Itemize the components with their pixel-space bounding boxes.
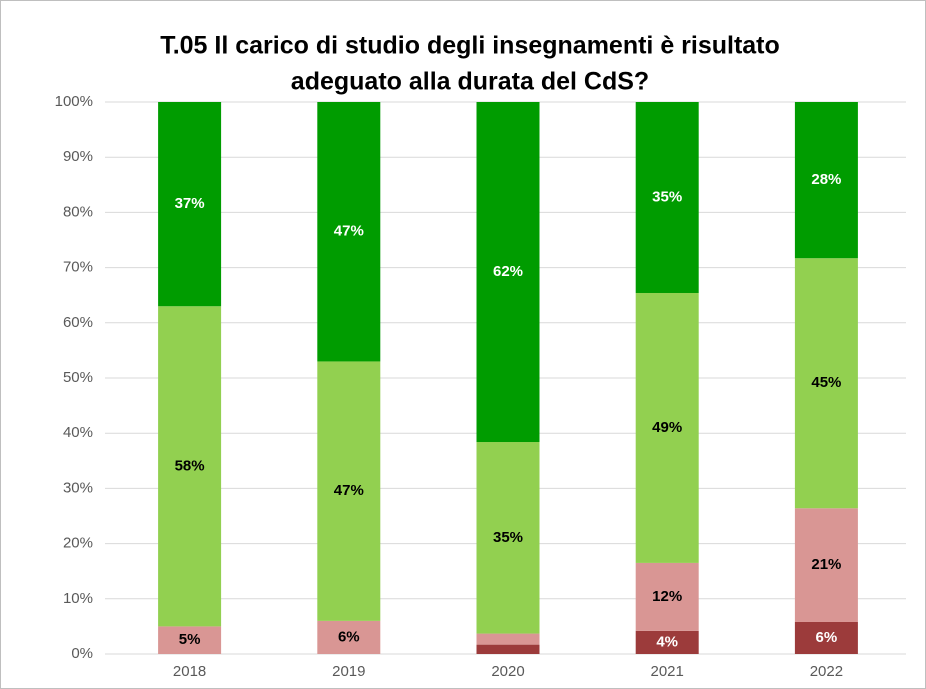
chart-title: T.05 Il carico di studio degli insegname… [160,32,780,60]
x-tick-label: 2018 [173,663,206,680]
data-label: 62% [493,263,523,280]
bar-segment [317,620,381,654]
y-tick-label: 50% [63,369,93,386]
bar-segment [476,644,540,654]
bar-segment [317,361,381,621]
y-tick-label: 10% [63,590,93,607]
bar-segment [794,508,858,622]
data-label: 5% [179,631,201,648]
bar-segment [476,442,540,634]
bar-segment [158,626,222,654]
y-tick-label: 30% [63,479,93,496]
data-label: 47% [334,223,364,240]
data-label: 35% [493,529,523,546]
y-tick-label: 100% [55,93,93,110]
data-label: 49% [652,419,682,436]
bar-segment [794,258,858,509]
bar-segment [317,102,381,362]
bar-segment [476,102,540,443]
y-tick-label: 0% [71,645,93,662]
x-tick-label: 2021 [651,663,684,680]
bar-segment [158,102,222,307]
bar-segment [794,102,858,259]
y-tick-label: 60% [63,314,93,331]
data-label: 58% [175,457,205,474]
data-label: 37% [175,195,205,212]
y-tick-label: 90% [63,148,93,165]
bar-segment [476,633,540,645]
bar-segment [635,292,699,563]
x-tick-label: 2019 [332,663,365,680]
bar-segment [635,562,699,631]
bar-segment [794,621,858,654]
data-label: 45% [811,374,841,391]
bar-segment [635,102,699,293]
bar-segment [158,306,222,627]
bar-segment [635,630,699,654]
y-tick-label: 80% [63,203,93,220]
y-tick-label: 40% [63,424,93,441]
x-tick-label: 2020 [491,663,524,680]
data-label: 21% [811,556,841,573]
data-label: 28% [811,171,841,188]
x-tick-label: 2022 [810,663,843,680]
data-label: 12% [652,588,682,605]
y-tick-label: 70% [63,259,93,276]
data-label: 4% [656,633,678,650]
data-label: 47% [334,482,364,499]
data-label: 6% [338,628,360,645]
y-tick-label: 20% [63,535,93,552]
data-label: 35% [652,188,682,205]
data-label: 6% [816,629,838,646]
chart-title: adeguato alla durata del CdS? [291,68,649,96]
